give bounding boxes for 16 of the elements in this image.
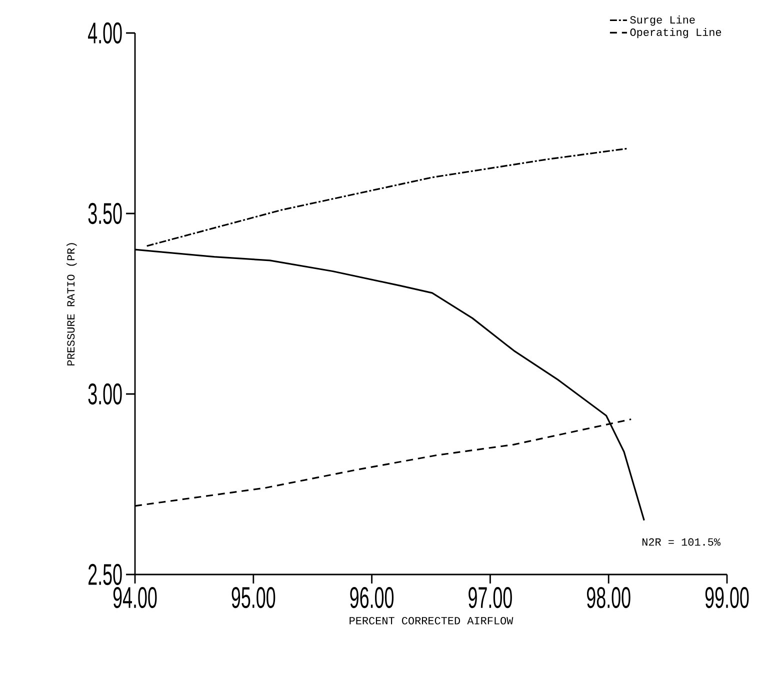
y-tick-label: 3.00: [88, 383, 122, 405]
x-tick-label: 96.00: [350, 586, 394, 608]
y-axis-title: PRESSURE RATIO (PR): [66, 243, 77, 366]
annotation: N2R = 101.5%: [642, 538, 721, 546]
x-axis-title: PERCENT CORRECTED AIRFLOW: [350, 616, 514, 624]
x-tick-label: 99.00: [705, 586, 749, 608]
x-tick-label: 94.00: [113, 586, 157, 608]
line-series: [146, 148, 628, 247]
x-tick-label: 97.00: [468, 586, 512, 608]
legend-label: Surge Line: [630, 16, 695, 26]
x-tick-label: 95.00: [232, 586, 276, 608]
y-tick-label: 4.00: [88, 22, 122, 44]
x-tick-label: 98.00: [587, 586, 630, 608]
legend-label: Operating Line: [630, 28, 722, 38]
y-tick-label: 2.50: [88, 564, 122, 586]
y-tick-label: 3.50: [88, 202, 122, 224]
